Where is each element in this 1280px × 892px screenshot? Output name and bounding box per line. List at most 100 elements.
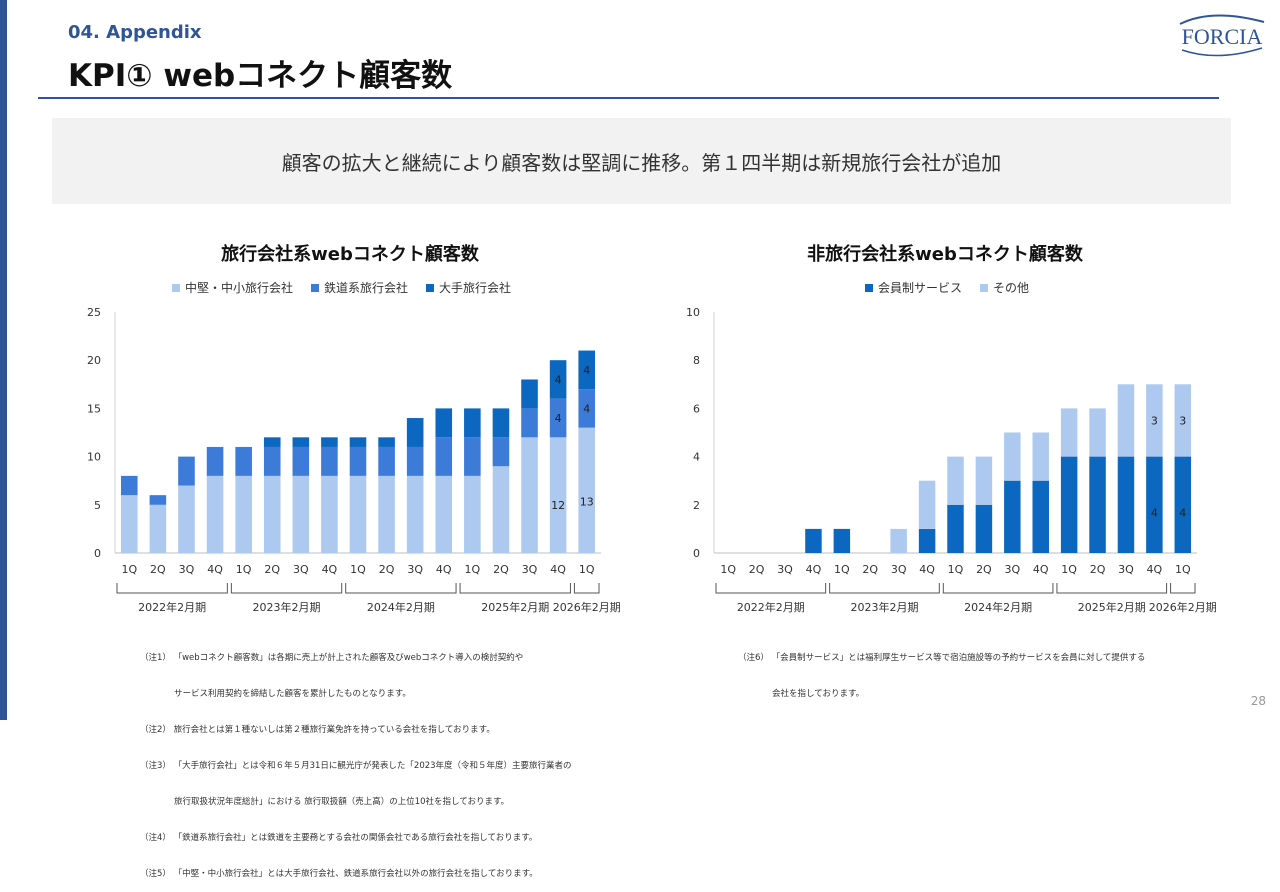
notes-right: （注6） 「会員制サービス」とは福利厚生サービス等で宿泊施設等の予約サービスを会… [738,628,1145,712]
group-bracket [573,583,600,594]
section-label: 04. Appendix [68,22,202,43]
bar-segment [149,504,167,553]
x-tick-label: 2Q [493,563,509,576]
bar-segment [975,456,993,505]
group-label: 2023年2月期 [253,600,321,614]
y-tick-label: 5 [94,499,101,512]
y-tick-label: 2 [693,499,700,512]
legend-label: その他 [993,281,1030,295]
bar-segment [549,437,567,553]
bar-segment [1117,456,1135,553]
notes-left: （注1） 「webコネクト顧客数」は各期に売上が計上された顧客及びwebコネクト… [140,628,572,892]
bar-segment [1004,480,1021,553]
bar-segment [578,350,595,390]
bar-segment [918,528,936,553]
bar-segment [890,528,907,553]
note-line: （注1） 「webコネクト顧客数」は各期に売上が計上された顧客及びwebコネクト… [140,653,524,663]
note-line: （注4） 「鉄道系旅行会社」とは鉄道を主要務とする会社の関係会社である旅行会社を… [140,833,538,843]
legend-label: 鉄道系旅行会社 [324,281,409,295]
x-tick-label: 4Q [207,563,223,576]
page-title: KPI① webコネクト顧客数 [68,58,453,94]
bar-segment [406,418,424,447]
bar-segment [406,446,424,476]
legend-item: 会員制サービス [865,279,962,296]
group-label: 2026年2月期 [1149,600,1217,614]
bar-segment [1032,480,1049,553]
bar-segment [464,408,481,438]
note-line: サービス利用契約を締結した顧客を累計したものとなります。 [140,689,411,699]
bar-segment [121,495,138,553]
x-tick-label: 4Q [1033,563,1049,576]
chart2-svg: 0 2 4 6 8 10 1Q 2Q 3Q 4Q 1Q 2Q 3Q 4Q 1Q 2Q 3Q 4Q 1Q 2Q 3Q 4Q 1… [686,306,1217,614]
group-bracket [942,583,1054,594]
bar-segment [975,504,993,553]
bar-segment [1146,384,1163,457]
x-tick-label: 3Q [522,563,538,576]
data-label: 3 [1179,414,1186,427]
bar-segment [149,495,167,505]
bar-segment [349,446,367,476]
bar-segment [292,437,310,447]
bar-segment [235,446,252,476]
group-bracket [230,583,343,594]
y-tick-label: 0 [693,547,700,560]
bar-segment [378,437,395,447]
y-tick-label: 10 [686,306,700,319]
bar-segment [406,475,424,553]
bar-segment [578,389,595,428]
note-line: 旅行取扱状況年度総計」における 旅行取扱額（売上高）の上位10社を指しております… [140,797,510,807]
x-tick-label: 1Q [1175,563,1191,576]
legend-label: 会員制サービス [878,281,963,295]
x-tick-label: 3Q [179,563,195,576]
data-label: 4 [555,373,562,386]
bar-segment [1060,456,1078,553]
bar-segment [1060,408,1078,457]
summary-text: 顧客の拡大と継続により顧客数は堅調に推移。第１四半期は新規旅行会社が追加 [281,150,1002,175]
group-label: 2023年2月期 [850,600,918,614]
group-bracket [459,583,571,594]
legend-swatch [311,283,320,292]
bar-segment [1089,408,1106,457]
y-tick-label: 0 [94,547,101,560]
group-bracket [1170,583,1196,594]
bar-segment [321,446,338,476]
y-tick-label: 20 [87,354,101,367]
x-tick-label: 4Q [550,563,566,576]
legend-swatch [172,283,180,292]
x-tick-label: 3Q [1118,563,1134,576]
bar-segment [464,475,481,553]
bar-segment [378,475,395,553]
x-tick-label: 4Q [806,563,822,576]
chart1-svg: 0 5 10 15 20 25 1Q 2Q 3Q 4Q 1Q 2Q 3Q 4Q 1Q 2Q 3Q 4Q 1Q 2Q 3Q… [87,306,621,614]
bar-segment [321,475,338,553]
data-label: 12 [551,499,565,512]
x-tick-label: 1Q [236,563,252,576]
chart2-title: 非旅行会社系webコネクト顧客数 [807,244,1083,265]
bar-segment [1174,384,1192,457]
bar-segment [521,408,538,438]
bar-segment [464,437,481,476]
bar-segment [521,379,538,409]
bar-segment [1032,432,1049,481]
bar-segment [578,427,595,553]
x-tick-label: 1Q [720,563,736,576]
x-tick-label: 4Q [436,563,452,576]
bar-segment [833,528,851,553]
x-tick-label: 4Q [322,563,338,576]
x-tick-label: 1Q [834,563,850,576]
x-tick-label: 1Q [579,563,595,576]
bar-segment [378,446,395,476]
group-label: 2022年2月期 [138,600,206,614]
y-tick-label: 8 [693,354,700,367]
bar-segment [263,475,281,553]
x-tick-label: 2Q [379,563,395,576]
bar-segment [1004,432,1021,481]
chart1-title: 旅行会社系webコネクト顧客数 [221,244,479,265]
legend-swatch [865,283,873,292]
note-line: （注6） 「会員制サービス」とは福利厚生サービス等で宿泊施設等の予約サービスを会… [738,653,1146,663]
bar-segment [178,456,195,486]
left-accent-bar [0,0,7,720]
y-tick-label: 4 [693,451,700,464]
group-label: 2024年2月期 [964,600,1032,614]
group-bracket [345,583,457,594]
